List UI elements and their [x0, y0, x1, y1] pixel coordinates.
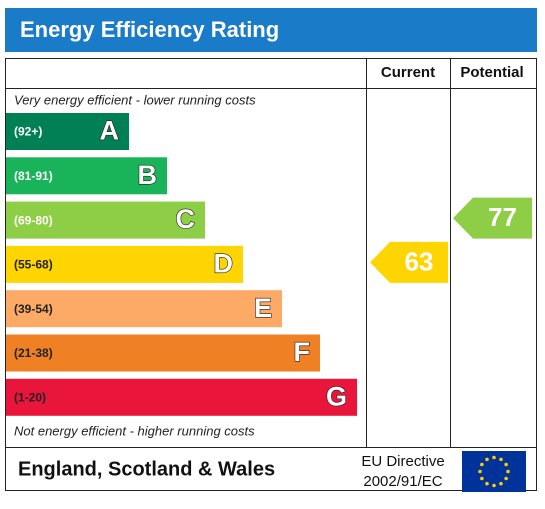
eu-flag [462, 451, 526, 492]
frame [5, 58, 537, 491]
rating-arrow [370, 241, 448, 283]
band-bar [6, 245, 243, 283]
band-letter: E [254, 293, 272, 323]
rating-value: 63 [405, 246, 434, 276]
eu-star [499, 481, 503, 486]
footer-directive: EU Directive [361, 453, 444, 470]
band-bar [6, 334, 320, 372]
eu-star [485, 481, 489, 486]
eu-star [492, 483, 496, 488]
band-bar [6, 113, 129, 150]
band-range: (92+) [14, 125, 42, 139]
band-bar [6, 201, 205, 239]
band-range: (39-54) [14, 302, 53, 316]
bottom-note: Not energy efficient - higher running co… [14, 423, 255, 438]
eu-star [478, 469, 482, 474]
band-bar [6, 290, 282, 328]
eu-star [492, 455, 496, 460]
eu-star [506, 469, 510, 474]
title-bar [5, 8, 537, 52]
column-header: Current [381, 64, 435, 81]
rating-arrow [453, 197, 532, 239]
footer-region: England, Scotland & Wales [18, 458, 275, 480]
band-letter: G [326, 381, 347, 411]
footer-code: 2002/91/EC [363, 473, 442, 490]
eu-star [504, 462, 508, 467]
eu-star [499, 457, 503, 462]
eu-star [485, 457, 489, 462]
rating-value: 77 [488, 202, 517, 232]
band-letter: B [138, 160, 158, 190]
band-bar [6, 378, 357, 416]
band-letter: D [214, 249, 234, 279]
band-bar [6, 157, 167, 195]
title: Energy Efficiency Rating [20, 17, 279, 42]
band-range: (1-20) [14, 390, 46, 404]
band-range: (81-91) [14, 169, 53, 183]
band-letter: A [100, 116, 120, 146]
column-header: Potential [460, 64, 523, 81]
eu-star [480, 476, 484, 481]
top-note: Very energy efficient - lower running co… [14, 92, 256, 107]
eu-star [480, 462, 484, 467]
band-range: (69-80) [14, 213, 53, 227]
band-range: (55-68) [14, 258, 53, 272]
eu-star [504, 476, 508, 481]
band-letter: F [294, 337, 311, 367]
band-letter: C [176, 204, 196, 234]
band-range: (21-38) [14, 346, 53, 360]
eu-stars [478, 455, 510, 488]
